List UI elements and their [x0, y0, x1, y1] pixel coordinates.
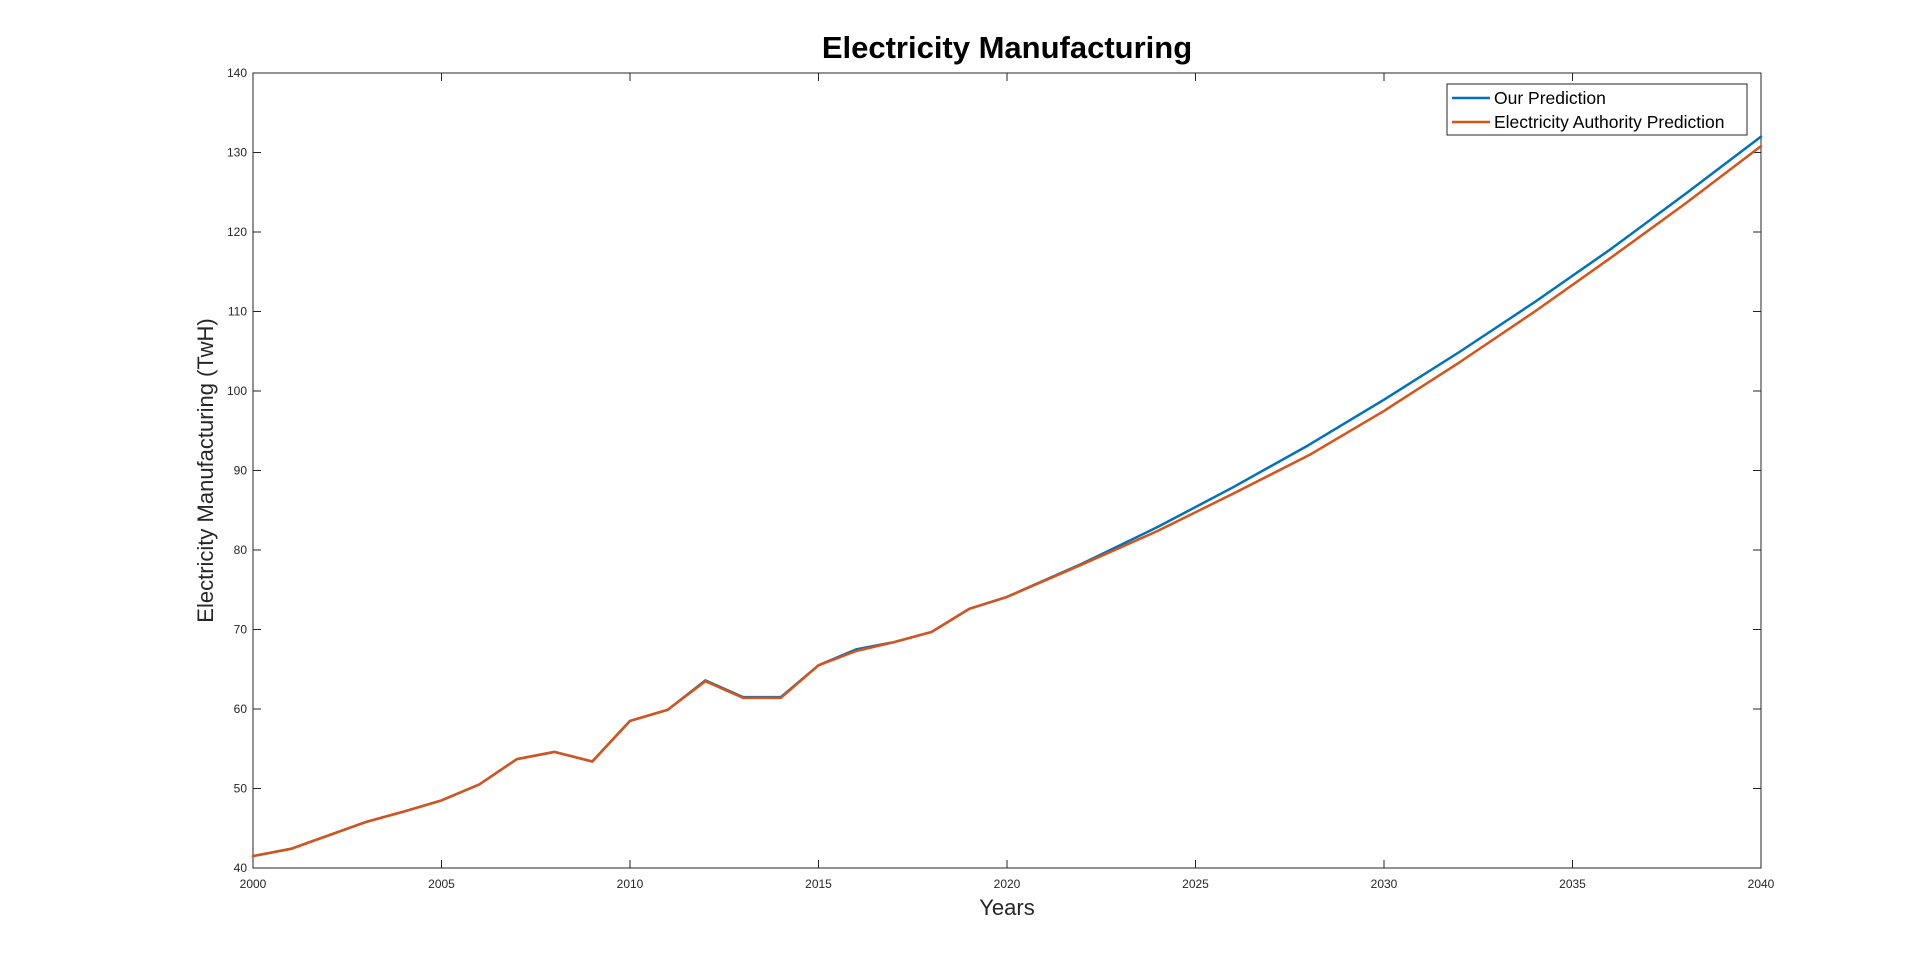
x-tick-label: 2030	[1371, 877, 1398, 891]
legend: Our Prediction Electricity Authority Pre…	[1446, 83, 1748, 136]
series-line-1	[251, 144, 1763, 858]
x-tick-label: 2000	[240, 877, 267, 891]
y-tick-label: 100	[227, 384, 247, 398]
legend-label-authority-prediction: Electricity Authority Prediction	[1494, 112, 1725, 132]
y-tick-label: 80	[234, 543, 248, 557]
x-tick-label: 2040	[1748, 877, 1775, 891]
plot-frame	[252, 72, 1762, 869]
y-tick-label: 40	[234, 861, 248, 875]
x-axis-label: Years	[979, 895, 1034, 920]
y-tick-label: 50	[234, 782, 248, 796]
y-tick-label: 90	[234, 464, 248, 478]
y-tick-label: 110	[228, 305, 247, 319]
legend-box	[1446, 83, 1748, 136]
legend-label-our-prediction: Our Prediction	[1494, 88, 1606, 108]
x-tick-label: 2005	[428, 877, 455, 891]
x-tick-label: 2035	[1559, 877, 1586, 891]
x-tick-label: 2020	[994, 877, 1021, 891]
x-tick-label: 2010	[617, 877, 644, 891]
chart-title: Electricity Manufacturing	[822, 30, 1192, 65]
y-axis-ticks: 40 50 60 70 80 90 100 110 120 130 140	[227, 66, 1761, 875]
x-axis-ticks: 2000 2005 2010 2015 2020 2025 2030 2035 2040	[240, 73, 1775, 891]
y-tick-label: 60	[234, 702, 248, 716]
y-tick-label: 130	[227, 146, 247, 160]
y-tick-label: 70	[234, 623, 248, 637]
y-tick-label: 140	[227, 66, 247, 80]
y-axis-label: Electricity Manufacturing (TwH)	[193, 318, 218, 622]
plot-area: 2000 2005 2010 2015 2020 2025 2030 2035 2040 40 5…	[227, 66, 1775, 891]
series-lines	[251, 135, 1763, 858]
x-tick-label: 2015	[805, 877, 832, 891]
x-tick-label: 2025	[1182, 877, 1209, 891]
y-tick-label: 120	[227, 225, 247, 239]
